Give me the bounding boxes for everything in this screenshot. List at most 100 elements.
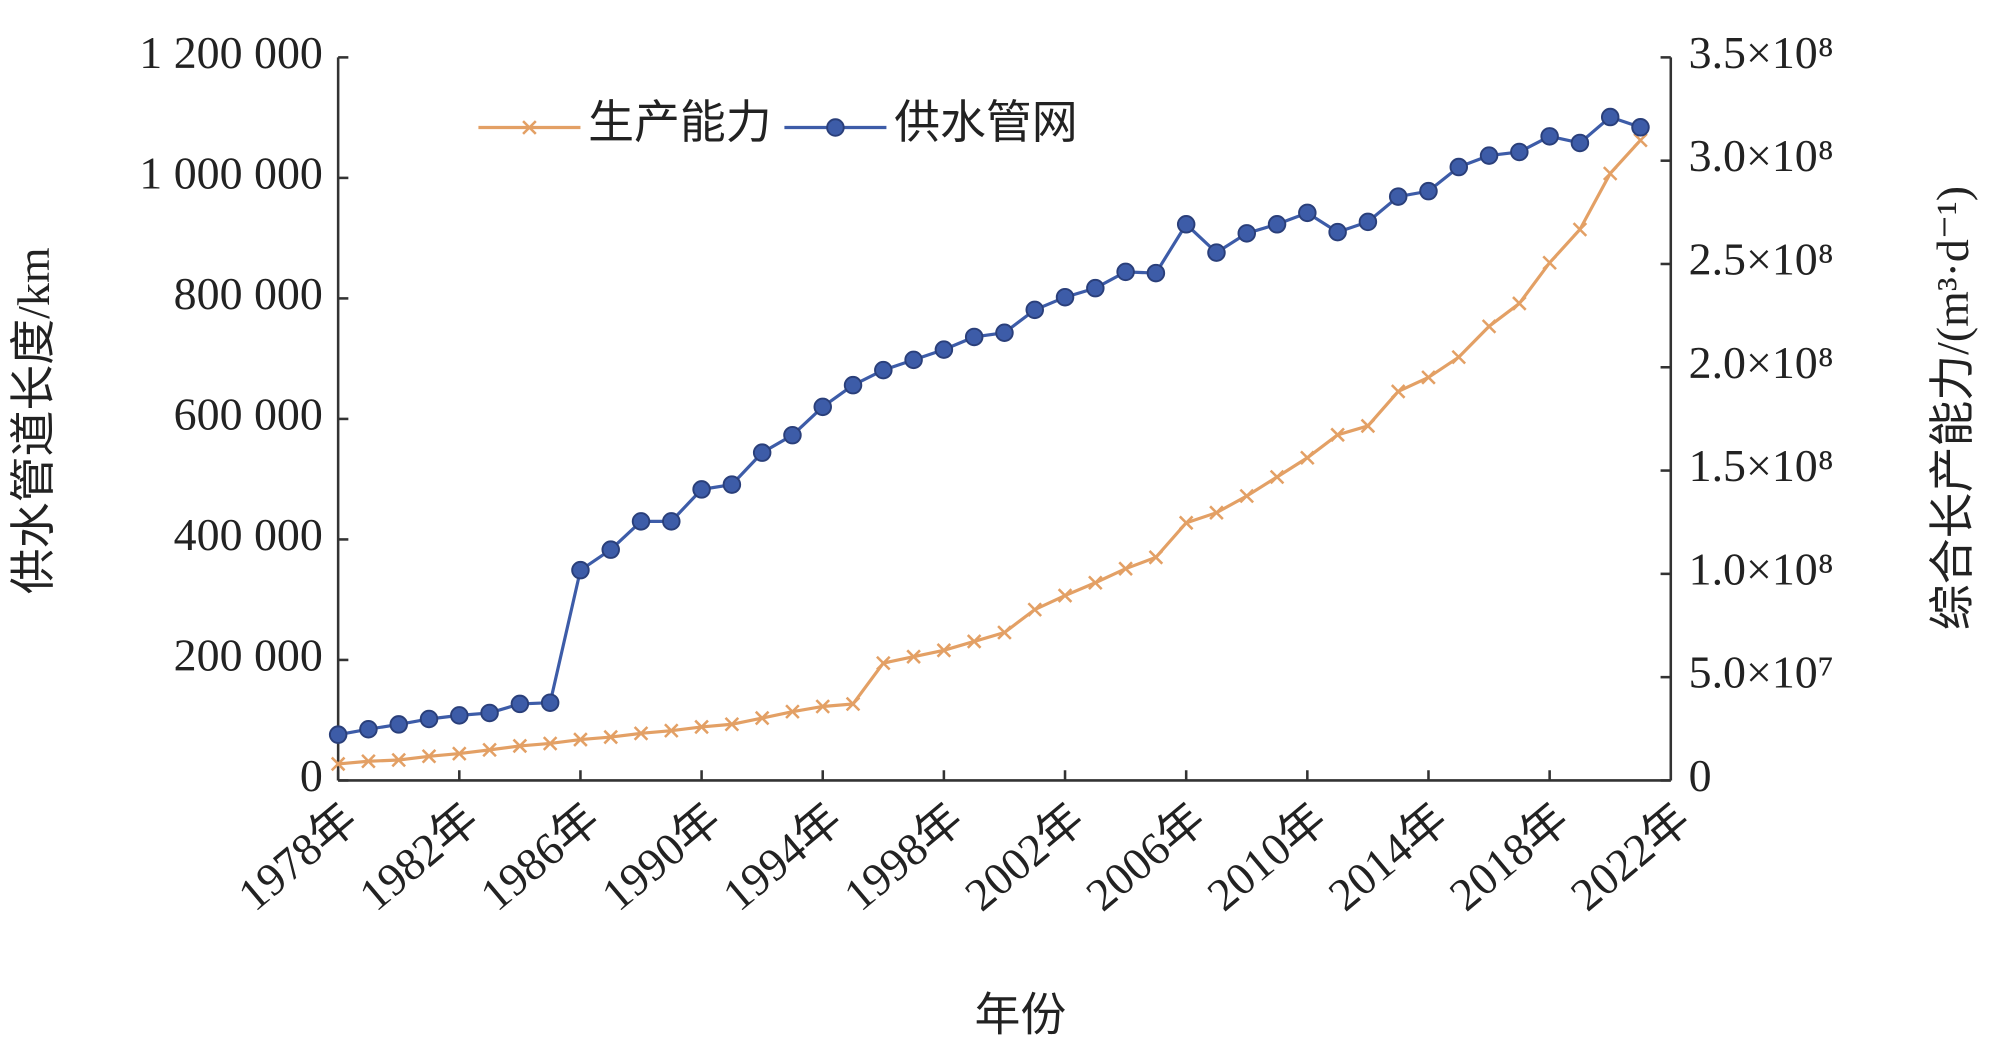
y2-tick-label: 5.0×10⁷ (1689, 647, 1834, 698)
point (1358, 212, 1378, 232)
point (1055, 287, 1075, 307)
y-tick-label: 1 200 000 (139, 27, 323, 78)
point (1298, 203, 1317, 223)
point (724, 716, 740, 732)
point (1148, 550, 1164, 565)
x-tick-label: 2018年 (1440, 793, 1578, 921)
point (571, 560, 590, 580)
point (1269, 469, 1285, 485)
point (1570, 133, 1590, 153)
point (934, 340, 954, 359)
point (328, 725, 348, 744)
point (359, 719, 378, 739)
point (785, 704, 800, 719)
x-tick-label: 2014年 (1319, 793, 1457, 921)
legend-label: 供水管网 (894, 97, 1078, 148)
point (540, 693, 560, 712)
point (966, 634, 982, 649)
point (631, 512, 651, 531)
point (752, 443, 772, 462)
point (1328, 222, 1347, 242)
x-tick-label: 2006年 (1076, 793, 1214, 921)
point (1176, 215, 1196, 234)
legend-marker (826, 118, 845, 137)
point (874, 360, 893, 380)
point (1025, 300, 1044, 320)
point (995, 323, 1014, 342)
point (722, 475, 742, 494)
point (1510, 142, 1529, 162)
x-tick-label: 2010年 (1198, 793, 1336, 921)
point (692, 480, 711, 499)
point (1300, 450, 1315, 466)
point (997, 625, 1012, 640)
y-tick-label: 1 000 000 (139, 147, 323, 198)
y2-axis-title: 综合长产能力/(m³·d⁻¹) (1927, 186, 1978, 630)
y2-tick-label: 2.0×10⁸ (1689, 337, 1834, 388)
x-tick-label: 1986年 (471, 793, 609, 921)
point (754, 710, 770, 726)
point (1602, 166, 1618, 181)
point (1027, 602, 1043, 617)
point (904, 350, 923, 370)
point (1479, 146, 1499, 165)
x-tick-label: 1998年 (834, 793, 972, 921)
y2-tick-label: 0 (1689, 750, 1712, 801)
series-line (337, 115, 1642, 737)
point (964, 327, 984, 347)
point (815, 699, 831, 714)
point (1118, 561, 1133, 576)
y2-tick-label: 3.5×10⁸ (1689, 27, 1834, 78)
point (1572, 222, 1588, 237)
point (452, 746, 467, 761)
point (1449, 157, 1469, 177)
point (542, 736, 558, 751)
point (361, 753, 376, 769)
x-axis-title: 年份 (975, 990, 1067, 1041)
point (391, 752, 407, 768)
x-tick-label: 1982年 (350, 793, 488, 921)
point (1146, 263, 1166, 283)
point (936, 643, 952, 658)
legend-label: 生产能力 (588, 97, 772, 148)
point (1390, 384, 1406, 399)
point (664, 723, 679, 738)
x-tick-label: 2002年 (955, 793, 1093, 921)
point (1451, 349, 1467, 365)
point (601, 540, 620, 559)
point (512, 738, 528, 754)
point (1237, 224, 1257, 243)
y2-tick-label: 2.5×10⁸ (1689, 234, 1834, 285)
point (482, 742, 497, 758)
point (1481, 319, 1497, 334)
point (1178, 515, 1194, 531)
point (906, 649, 921, 664)
point (1057, 588, 1073, 603)
point (1388, 187, 1408, 206)
point (783, 425, 802, 445)
y-tick-label: 400 000 (174, 509, 323, 560)
y-axis-title: 供水管道长度/km (8, 247, 59, 594)
y-tick-label: 600 000 (174, 388, 323, 439)
y-tick-label: 800 000 (174, 268, 323, 319)
point (1209, 505, 1224, 520)
point (1086, 278, 1105, 298)
point (1088, 575, 1103, 591)
point (1512, 296, 1527, 311)
x-tick-label: 2022年 (1561, 793, 1699, 921)
point (633, 726, 649, 741)
point (1267, 215, 1287, 234)
point (1540, 127, 1559, 146)
point (876, 655, 891, 671)
point (1239, 488, 1255, 504)
series-line (338, 139, 1642, 766)
point (1600, 107, 1620, 127)
point (1631, 118, 1650, 137)
point (480, 703, 499, 723)
x-tick-label: 1978年 (228, 793, 366, 921)
y2-tick-label: 1.5×10⁸ (1689, 440, 1834, 491)
point (662, 512, 681, 531)
y-tick-label: 0 (300, 750, 323, 801)
